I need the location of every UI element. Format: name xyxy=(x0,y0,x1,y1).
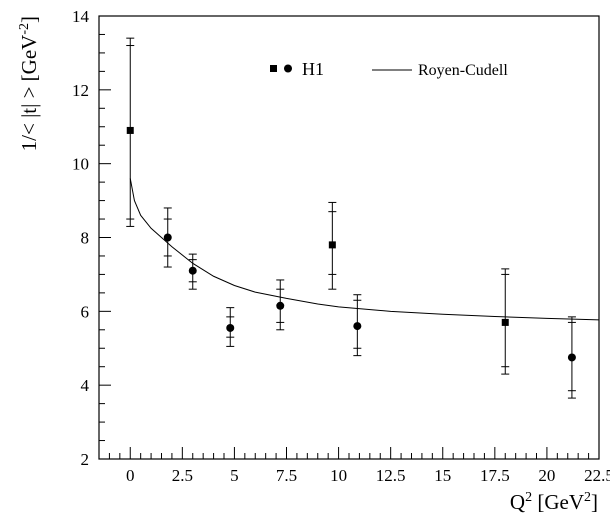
data-point-circle xyxy=(567,353,576,362)
x-axis: 0 2.5 5 7.5 10 12.5 15 17.5 20 22.5 xyxy=(108,447,610,485)
y-tick-label: 10 xyxy=(72,155,89,174)
x-tick-label: 0 xyxy=(126,466,135,485)
data-point-circle xyxy=(163,233,172,242)
x-tick-label: 5 xyxy=(230,466,239,485)
data-point-square xyxy=(126,126,134,134)
y-tick-label: 12 xyxy=(72,81,89,100)
data-point-square xyxy=(501,318,509,326)
x-tick-label: 22.5 xyxy=(584,466,610,485)
data-point-circle xyxy=(226,323,235,332)
x-tick-label: 2.5 xyxy=(172,466,193,485)
x-axis-label: Q2 [GeV2] xyxy=(510,490,598,514)
y-tick-label: 2 xyxy=(81,450,90,469)
y-tick-label: 6 xyxy=(81,302,90,321)
y-axis: 2 4 6 8 10 12 14 xyxy=(72,7,111,469)
y-tick-label: 14 xyxy=(72,7,90,26)
legend-circle-marker xyxy=(284,64,292,73)
x-tick-label: 12.5 xyxy=(376,466,406,485)
legend: H1 Royen-Cudell xyxy=(270,59,508,79)
data-point-square xyxy=(328,241,336,249)
royen-cudell-curve xyxy=(129,178,600,321)
x-tick-label: 7.5 xyxy=(276,466,297,485)
legend-square-marker xyxy=(270,65,277,72)
legend-label-h1: H1 xyxy=(302,59,324,79)
x-tick-label: 20 xyxy=(538,466,555,485)
royen-cudell-curve-group xyxy=(129,178,600,321)
data-point-circle xyxy=(353,322,362,331)
h1-data-group xyxy=(126,37,576,399)
x-tick-label: 15 xyxy=(434,466,451,485)
y-tick-label: 4 xyxy=(81,376,90,395)
plot-frame xyxy=(98,15,600,460)
legend-label-royen-cudell: Royen-Cudell xyxy=(418,62,508,79)
y-tick-label: 8 xyxy=(81,229,90,248)
data-point-circle xyxy=(188,266,197,275)
x-tick-label: 10 xyxy=(330,466,347,485)
y-axis-label: 1/< |t| > [GeV-2] xyxy=(17,16,41,151)
data-point-circle xyxy=(276,301,285,310)
x-tick-label: 17.5 xyxy=(480,466,510,485)
